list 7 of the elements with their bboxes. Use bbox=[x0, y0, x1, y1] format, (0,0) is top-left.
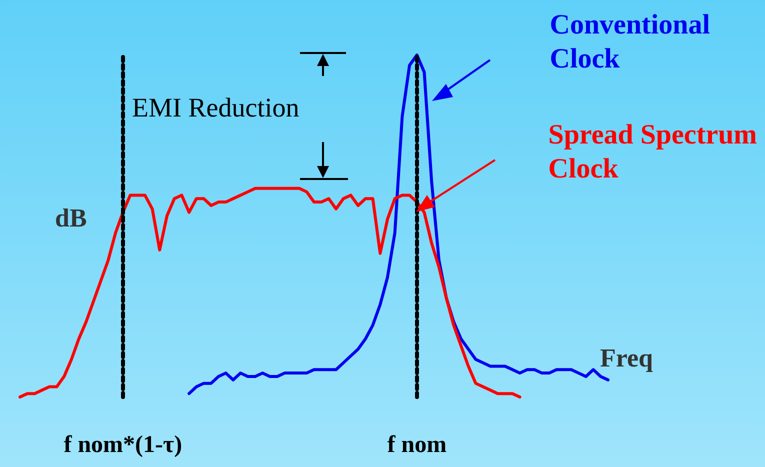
annotation: EMI Reduction bbox=[132, 92, 300, 122]
x-tick-label: f nom*(1-τ) bbox=[64, 432, 182, 458]
text: Conventional Clock bbox=[550, 10, 710, 74]
y-axis-title: dB bbox=[55, 204, 87, 232]
x-axis-title: Freq bbox=[600, 344, 654, 372]
text: Spread Spectrum Clock bbox=[548, 120, 758, 184]
x-tick-label: f nom bbox=[387, 432, 447, 458]
